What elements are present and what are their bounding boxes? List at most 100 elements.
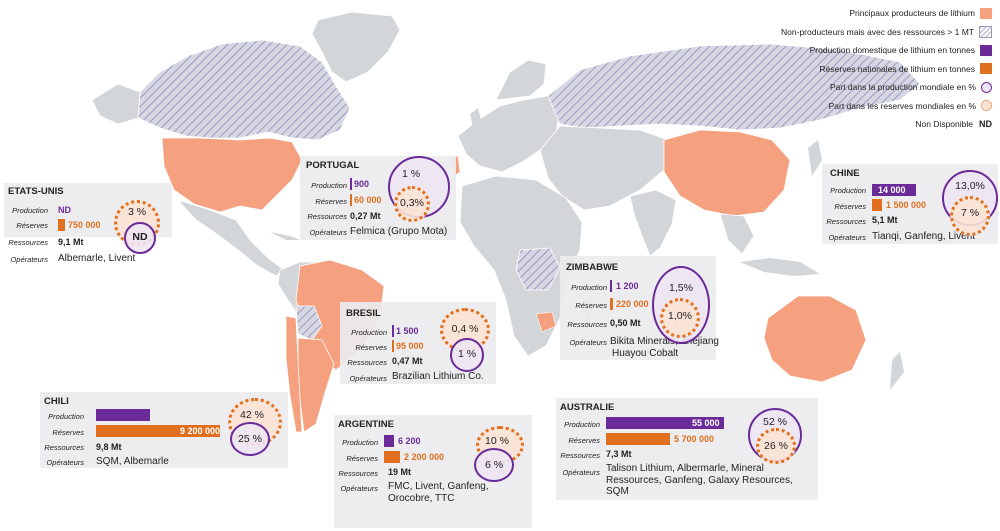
reserves-label: Réserves: [16, 221, 48, 230]
production-bar: [606, 417, 724, 429]
production-label: Production: [48, 412, 84, 421]
resources-value: 0,47 Mt: [392, 356, 423, 366]
operators-label: Opérateurs: [46, 458, 84, 467]
reserves-share-value: 0,3%: [400, 197, 424, 209]
production-label: Production: [351, 328, 387, 337]
legend-label: Principaux producteurs de lithium: [849, 8, 975, 19]
operators-value: SQM, Albemarle: [96, 456, 169, 467]
reserves-bar: [350, 194, 352, 206]
reserves-value: 60 000: [354, 195, 382, 205]
legend-label: Non Disponible: [915, 119, 973, 130]
legend-item-non-producers: Non-producteurs mais avec des ressources…: [692, 23, 992, 42]
reserves-value: 5 700 000: [674, 434, 715, 444]
reserves-value: 220 000: [616, 299, 649, 309]
operators-value: FMC, Livent, Ganfeng, Orocobre, TTC: [388, 481, 489, 504]
reserves-swatch-icon: [980, 63, 992, 75]
operators-line: FMC, Livent, Ganfeng,: [388, 481, 489, 492]
reserves-label: Réserves: [568, 436, 600, 445]
resources-value: 19 Mt: [388, 467, 412, 477]
resources-label: Ressources: [567, 320, 607, 329]
legend-item-reserves: Réserves nationales de lithium en tonnes: [692, 60, 992, 79]
production-share-circle: [474, 448, 514, 482]
reserves-share-value: 0,4 %: [451, 323, 479, 335]
production-share-circle: [124, 222, 156, 254]
resources-label: Ressources: [44, 443, 84, 452]
hatch-swatch-icon: [979, 25, 992, 38]
resources-value: 9,1 Mt: [58, 237, 84, 247]
operators-label: Opérateurs: [562, 468, 600, 477]
reserves-bar: [58, 219, 65, 231]
reserves-share-value: 3 %: [127, 206, 147, 218]
production-bar: [96, 409, 150, 421]
map-southeast-asia: [719, 213, 755, 255]
reserves-value: 9 200 000: [180, 426, 221, 436]
legend-label: Réserves nationales de lithium en tonnes: [819, 63, 975, 74]
resources-value: 0,27 Mt: [350, 211, 381, 221]
map-alaska: [91, 83, 141, 125]
production-bar: [610, 280, 612, 292]
legend-item-production: Production domestique de lithium en tonn…: [692, 41, 992, 60]
operators-value: Talison Lithium, Albermarle, Mineral Res…: [606, 463, 793, 498]
operators-label: Opérateurs: [828, 233, 866, 242]
legend: Principaux producteurs de lithium Non-pr…: [692, 4, 992, 134]
operators-value: Bikita Minerals, Zhejiang Huayou Cobalt: [610, 336, 740, 359]
map-central-asia: [539, 125, 669, 211]
resources-label: Ressources: [347, 358, 387, 367]
production-label: Production: [342, 438, 378, 447]
resources-value: 5,1 Mt: [872, 215, 898, 225]
production-value: 6 200: [398, 436, 421, 446]
operators-line: Bikita Minerals, Zhejiang: [610, 336, 719, 347]
reserves-bar: [384, 451, 400, 463]
production-circle-icon: [981, 81, 992, 93]
operators-label: Opérateurs: [349, 374, 387, 383]
map-uk: [470, 108, 482, 132]
reserves-label: Réserves: [355, 343, 387, 352]
reserves-share-circle: [950, 196, 990, 236]
reserves-label: Réserves: [315, 197, 347, 206]
operators-label: Opérateurs: [340, 484, 378, 493]
operators-line: Orocobre, TTC: [388, 492, 455, 504]
operators-line: Huayou Cobalt: [612, 347, 679, 359]
producer-country-swatch-icon: [980, 7, 992, 19]
operators-value: Felmica (Grupo Mota): [350, 226, 448, 237]
legend-item-share-production: Part dans la production mondiale en %: [692, 78, 992, 97]
map-india: [629, 189, 677, 257]
map-scandinavia: [495, 59, 547, 101]
reserves-value: 95 000: [396, 341, 424, 351]
production-share-value: 13,0%: [955, 180, 985, 192]
nd-symbol: ND: [979, 119, 992, 130]
legend-item-share-reserves: Part dans les reserves mondiales en %: [692, 97, 992, 116]
resources-label: Ressources: [560, 451, 600, 460]
reserves-bar: [606, 433, 670, 445]
operators-label: Opérateurs: [309, 228, 347, 237]
production-share-value: 52 %: [763, 416, 787, 428]
production-label: Production: [830, 186, 866, 195]
map-russia: [547, 43, 921, 131]
map-dr-congo: [515, 247, 561, 291]
legend-item-not-available: Non Disponible ND: [692, 115, 992, 134]
resources-value: 7,3 Mt: [606, 449, 632, 459]
production-label: Production: [571, 283, 607, 292]
production-value: 14 000: [878, 185, 906, 195]
production-value: 1 200: [616, 281, 639, 291]
resources-label: Ressources: [338, 469, 378, 478]
map-zimbabwe: [535, 311, 557, 333]
legend-item-main-producers: Principaux producteurs de lithium: [692, 4, 992, 23]
production-share-value: 1,5%: [669, 282, 693, 294]
map-australia: [763, 295, 867, 383]
reserves-value: 1 500 000: [886, 200, 927, 210]
operators-line: SQM: [606, 486, 629, 497]
production-share-circle: [450, 338, 484, 372]
reserves-label: Réserves: [52, 428, 84, 437]
reserves-share-circle: [394, 186, 430, 222]
reserves-bar: [872, 199, 882, 211]
production-bar: [350, 178, 352, 190]
resources-label: Ressources: [307, 212, 347, 221]
map-china: [663, 129, 791, 217]
reserves-label: Réserves: [346, 454, 378, 463]
map-chile: [285, 315, 303, 433]
operators-label: Opérateurs: [569, 338, 607, 347]
country-name: ETATS-UNIS: [8, 186, 64, 197]
reserves-value: 2 200 000: [404, 452, 445, 462]
